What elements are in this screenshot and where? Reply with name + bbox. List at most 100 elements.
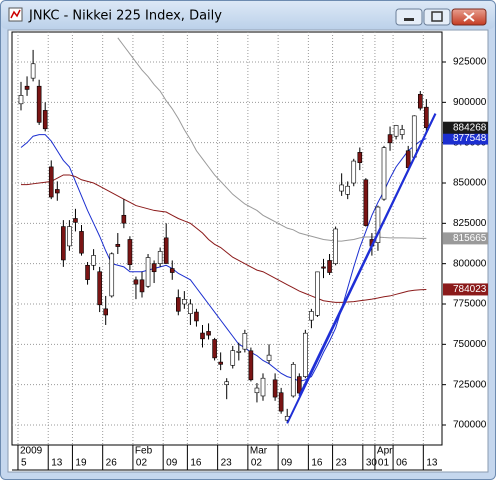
window-title: JNKC - Nikkei 225 Index, Daily bbox=[28, 9, 222, 24]
x-tick-label: 02 bbox=[251, 458, 263, 469]
candle-body bbox=[91, 255, 96, 266]
y-tick-label: 900000 bbox=[453, 97, 487, 108]
y-tick-label: 825000 bbox=[453, 218, 487, 229]
candle-body bbox=[200, 332, 205, 340]
candle-body bbox=[145, 257, 151, 287]
candle-body bbox=[387, 134, 393, 144]
y-tick-label: 850000 bbox=[453, 178, 487, 189]
candle-body bbox=[417, 93, 423, 109]
moving-average-line bbox=[21, 174, 427, 303]
candle-body bbox=[115, 244, 121, 247]
x-tick-label: 19 bbox=[75, 458, 87, 469]
candle-body bbox=[127, 239, 133, 265]
last-value-label: 784023 bbox=[453, 284, 487, 295]
candle-body bbox=[103, 308, 108, 316]
y-tick-label: 700000 bbox=[453, 420, 487, 431]
x-tick-label: 23 bbox=[336, 458, 348, 469]
candle-body bbox=[67, 226, 72, 247]
close-button[interactable] bbox=[451, 8, 487, 26]
candle-body bbox=[109, 253, 115, 297]
y-tick-label: 725000 bbox=[453, 379, 487, 390]
candle-body bbox=[411, 115, 417, 158]
candle-body bbox=[97, 271, 102, 306]
x-tick-label: 09 bbox=[281, 458, 293, 469]
x-tick-label: 26 bbox=[106, 458, 118, 469]
candle-body bbox=[242, 333, 248, 350]
candle-body bbox=[405, 150, 411, 168]
candle-body bbox=[260, 377, 266, 397]
candle-body bbox=[315, 271, 320, 316]
candle-body bbox=[218, 361, 223, 365]
y-tick-label: 800000 bbox=[453, 258, 487, 269]
x-tick-label: 13 bbox=[426, 458, 438, 469]
trend-line bbox=[298, 113, 437, 397]
candle-body bbox=[194, 311, 199, 322]
last-value-box bbox=[443, 132, 488, 145]
month-label: 2009 bbox=[20, 446, 43, 457]
candle-body bbox=[212, 339, 217, 359]
candle-body bbox=[266, 354, 272, 361]
candle-body bbox=[327, 260, 332, 273]
candle-body bbox=[393, 125, 399, 137]
candle-body bbox=[296, 376, 302, 394]
candle-body bbox=[85, 264, 90, 280]
x-tick-label: 5 bbox=[21, 458, 27, 469]
month-label: Apr bbox=[377, 446, 393, 457]
x-tick-label: 13 bbox=[51, 458, 63, 469]
minimize-button[interactable] bbox=[395, 8, 423, 26]
plot-layer bbox=[18, 37, 437, 424]
candle-body bbox=[333, 228, 338, 264]
candle-body bbox=[224, 381, 229, 385]
x-tick-label: 01 bbox=[378, 458, 390, 469]
x-tick-label: 23 bbox=[221, 458, 233, 469]
x-tick-label: 16 bbox=[311, 458, 323, 469]
candle-body bbox=[18, 95, 24, 105]
candle-body bbox=[248, 350, 254, 381]
x-tick-label: 16 bbox=[190, 458, 202, 469]
candle-body bbox=[357, 152, 363, 163]
candle-body bbox=[36, 85, 42, 123]
y-tick-label: 775000 bbox=[453, 299, 487, 310]
candle-body bbox=[309, 311, 314, 321]
candle-body bbox=[230, 350, 236, 366]
candle-body bbox=[290, 364, 296, 397]
candle-body bbox=[176, 297, 181, 312]
candle-body bbox=[121, 214, 127, 224]
candle-body bbox=[42, 110, 48, 130]
candle-body bbox=[139, 279, 145, 293]
candle-body bbox=[424, 106, 429, 129]
candle-body bbox=[169, 268, 175, 273]
candle-body bbox=[48, 166, 54, 198]
candle-body bbox=[236, 350, 242, 353]
month-label: Feb bbox=[135, 446, 153, 457]
candle-body bbox=[133, 279, 139, 285]
x-tick-label: 06 bbox=[396, 458, 408, 469]
candle-body bbox=[188, 303, 193, 314]
candle-body bbox=[163, 237, 169, 264]
candle-body bbox=[351, 160, 357, 184]
maximize-button[interactable] bbox=[423, 8, 451, 26]
candle-body bbox=[278, 392, 284, 412]
candle-body bbox=[303, 332, 308, 377]
candle-body bbox=[375, 206, 381, 243]
candle-body bbox=[345, 185, 351, 195]
candle-body bbox=[151, 263, 157, 273]
candle-body bbox=[399, 129, 405, 135]
candle-body bbox=[54, 189, 60, 194]
last-value-label: 884268 bbox=[453, 122, 487, 133]
app-icon bbox=[8, 7, 23, 22]
candle-body bbox=[339, 184, 344, 192]
x-tick-label: 02 bbox=[136, 458, 148, 469]
candle-body bbox=[157, 251, 163, 264]
y-tick-label: 925000 bbox=[453, 57, 487, 68]
x-tick-label: 09 bbox=[166, 458, 178, 469]
x-tick-label: 30 bbox=[366, 458, 378, 469]
candle-body bbox=[272, 379, 278, 398]
candle-body bbox=[182, 299, 187, 305]
candle-body bbox=[381, 147, 387, 200]
last-value-box bbox=[443, 232, 488, 245]
candle-body bbox=[30, 63, 36, 79]
candle-body bbox=[24, 85, 30, 90]
candle-body bbox=[61, 226, 66, 261]
